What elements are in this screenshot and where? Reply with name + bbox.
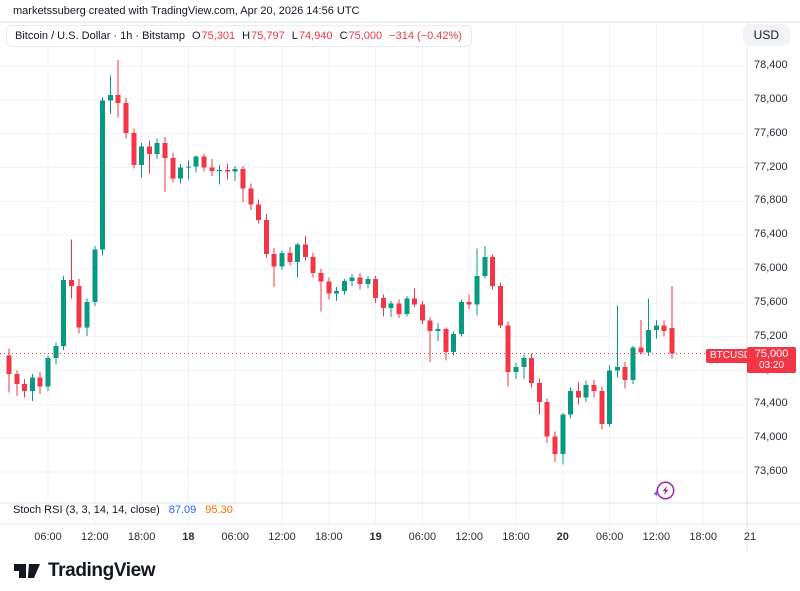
ohlc-open: O 75,301 (191, 30, 236, 42)
time-axis-label: 06:00 (34, 531, 62, 543)
price-axis-label: 75,600 (754, 295, 788, 308)
time-axis-label: 18:00 (689, 531, 717, 543)
ohlc-low: L 74,940 (291, 30, 333, 42)
price-axis-label: 78,000 (754, 92, 788, 105)
ohlc-high: H 75,797 (242, 30, 285, 42)
last-price-symbol-tag: BTCUSD (706, 349, 756, 363)
price-axis-label: 77,200 (754, 160, 788, 173)
time-axis-label: 21 (743, 531, 757, 543)
time-axis-label: 20 (556, 531, 569, 543)
tradingview-logo-icon (14, 564, 40, 578)
time-axis-label: 12:00 (455, 531, 483, 543)
price-axis-label: 75,200 (754, 329, 788, 342)
price-axis-label: 74,000 (754, 431, 788, 444)
attribution-text: marketssuberg created with TradingView.c… (13, 5, 360, 17)
time-axis-label: 06:00 (408, 531, 437, 543)
time-axis-label: 18:00 (127, 531, 156, 543)
time-axis-label: 12:00 (268, 531, 296, 543)
time-axis-label: 18 (182, 531, 195, 543)
tradingview-logo-text: TradingView (48, 560, 156, 581)
time-axis-label: 19 (369, 531, 382, 543)
symbol-title: Bitcoin / U.S. Dollar · 1h · Bitstamp (15, 30, 185, 42)
bar-countdown: 03:20 (758, 360, 785, 371)
time-scale[interactable]: 06:00 12:00 18:00 18 06:00 12:00 18:00 19 06:00 1… (0, 524, 800, 551)
price-axis-label: 73,600 (754, 465, 788, 477)
stoch-rsi-title: Stoch RSI (3, 3, 14, 14, close) (13, 504, 160, 516)
tradingview-logo[interactable]: TradingView (13, 560, 156, 582)
price-axis-label: 77,600 (754, 126, 788, 139)
price-axis-label: 76,800 (754, 194, 788, 207)
time-axis-label: 12:00 (81, 531, 109, 543)
currency-toggle-button[interactable]: USD (742, 24, 790, 46)
price-axis-label: 74,400 (754, 397, 788, 410)
time-axis-label: 18:00 (502, 531, 530, 543)
time-axis-label: 18:00 (315, 531, 343, 543)
price-axis-label: 78,400 (754, 59, 788, 71)
price-change: −314 (−0.42%) (389, 30, 462, 42)
price-axis-label: 76,000 (754, 262, 788, 274)
stoch-rsi-legend: Stoch RSI (3, 3, 14, 14, close) 87.09 95… (13, 504, 233, 516)
price-scale[interactable]: 78,400 78,000 77,600 77,200 76,800 76,400 76,0… (747, 22, 800, 524)
footer-bar: TradingView (0, 551, 800, 591)
stoch-k-value: 87.09 (168, 504, 197, 516)
time-axis-label: 06:00 (221, 531, 249, 543)
last-price-value: 75,000 (754, 348, 789, 360)
stoch-d-value: 95.30 (205, 504, 233, 516)
time-axis-label: 12:00 (642, 531, 671, 543)
price-axis-label: 76,400 (754, 228, 788, 241)
time-axis-label: 06:00 (595, 531, 624, 543)
boost-lightning-icon[interactable] (651, 478, 678, 505)
last-price-label: 75,000 03:20 (747, 347, 796, 373)
ohlc-close: C 75,000 (339, 30, 383, 42)
